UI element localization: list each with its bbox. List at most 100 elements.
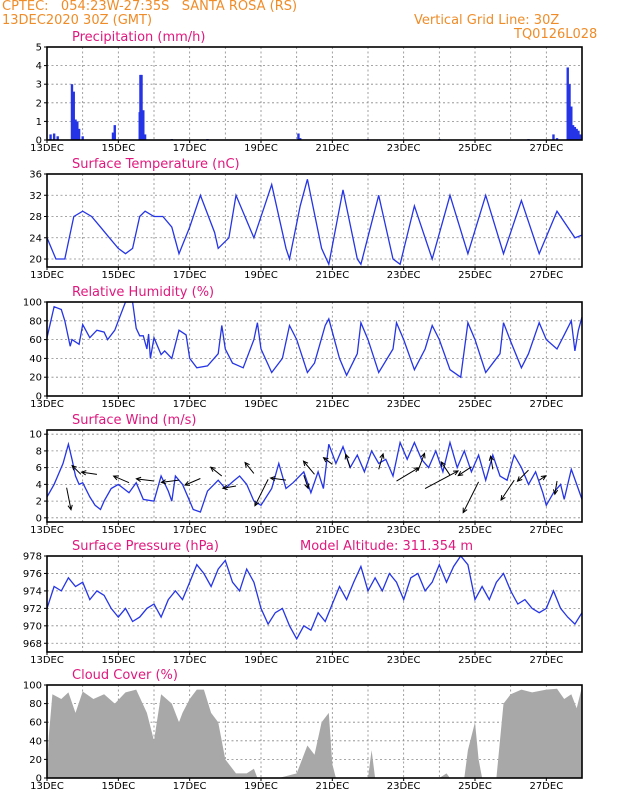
- precip-bar: [571, 125, 575, 140]
- wind-vector: [517, 469, 529, 482]
- pressure-xtick-label: 21DEC: [315, 655, 349, 666]
- precip-bar: [81, 136, 84, 140]
- wind-vector: [244, 462, 255, 474]
- precip-bar: [579, 134, 582, 140]
- rh-xtick-label: 23DEC: [387, 399, 421, 410]
- wind-vector-head: [440, 461, 446, 467]
- cloud-ytick-label: 40: [29, 736, 42, 747]
- wind-vector-head: [420, 452, 426, 459]
- temp-title: Surface Temperature (nC): [72, 157, 240, 172]
- precip-bar: [575, 128, 578, 140]
- wind-vector-head: [269, 475, 276, 482]
- precip-bar: [70, 84, 74, 140]
- wind-vector-head: [302, 460, 309, 467]
- temp-ytick-label: 20: [29, 255, 42, 266]
- rh-ytick-label: 20: [29, 373, 42, 384]
- precip-bar: [77, 128, 81, 140]
- precip-bar: [143, 134, 147, 140]
- wind-xtick-label: 19DEC: [244, 525, 278, 536]
- precip-bar: [111, 132, 115, 140]
- wind-ytick-label: 6: [36, 463, 42, 474]
- precip-bar: [555, 138, 559, 140]
- wind-xtick-label: 17DEC: [173, 525, 207, 536]
- temp-series-line: [46, 179, 583, 267]
- wind-vector: [184, 478, 201, 486]
- precip-ytick-label: 4: [36, 61, 42, 72]
- precip-xtick-label: 17DEC: [173, 143, 207, 154]
- pressure-ytick-label: 968: [23, 639, 42, 650]
- wind-xtick-label: 15DEC: [101, 525, 135, 536]
- wind-vector: [417, 453, 426, 472]
- wind-vector-head: [183, 481, 190, 486]
- wind-vector: [222, 485, 237, 489]
- wind-xtick-label: 25DEC: [458, 525, 492, 536]
- temp-xtick-label: 19DEC: [244, 270, 278, 281]
- precip-ytick-label: 5: [36, 43, 42, 54]
- cloud-title: Cloud Cover (%): [72, 668, 178, 683]
- pressure-xtick-label: 23DEC: [387, 655, 421, 666]
- wind-vector-head: [457, 471, 464, 477]
- cloud-ytick-label: 60: [29, 718, 42, 729]
- wind-vector-head: [80, 470, 87, 476]
- wind-xtick-label: 27DEC: [529, 525, 563, 536]
- wind-vector: [554, 480, 558, 495]
- precip-bar: [113, 125, 116, 140]
- pressure-ytick-label: 970: [23, 621, 42, 632]
- pressure-xtick-label: 19DEC: [244, 655, 278, 666]
- wind-frame: [46, 429, 583, 523]
- rh-series-line: [46, 301, 583, 379]
- precip-bar: [52, 133, 56, 140]
- pressure-ytick-label: 972: [23, 604, 42, 615]
- temp-xtick-label: 13DEC: [30, 270, 64, 281]
- temp-xtick-label: 27DEC: [529, 270, 563, 281]
- wind-vector-head: [500, 494, 506, 501]
- wind-vector-head: [221, 484, 228, 491]
- wind-vector-head: [112, 475, 119, 481]
- pressure-xtick-label: 27DEC: [529, 655, 563, 666]
- temp-xtick-label: 15DEC: [101, 270, 135, 281]
- rh-ytick-label: 100: [23, 298, 42, 309]
- wind-vector: [210, 466, 223, 477]
- precip-bar: [568, 84, 571, 140]
- wind-vector-head: [453, 470, 460, 476]
- precip-bar: [72, 91, 75, 140]
- wind-vector: [490, 456, 494, 470]
- precip-xtick-label: 21DEC: [315, 143, 349, 154]
- pressure-ytick-label: 976: [23, 569, 42, 580]
- temp-ytick-label: 32: [29, 191, 42, 202]
- cloud-ytick-label: 80: [29, 699, 42, 710]
- wind-vector: [378, 453, 384, 470]
- wind-vector: [303, 475, 309, 489]
- precip-xtick-label: 15DEC: [101, 143, 135, 154]
- pressure-series-line: [46, 554, 583, 641]
- wind-vector: [136, 478, 155, 482]
- rh-xtick-label: 21DEC: [315, 399, 349, 410]
- wind-vector: [323, 457, 333, 465]
- wind-ytick-label: 10: [29, 430, 42, 441]
- wind-vector-head: [552, 489, 559, 496]
- wind-xtick-label: 21DEC: [315, 525, 349, 536]
- wind-vector-head: [462, 507, 468, 514]
- wind-vector: [71, 465, 82, 475]
- rh-title: Relative Humidity (%): [72, 285, 214, 300]
- wind-ytick-label: 2: [36, 497, 42, 508]
- rh-xtick-label: 13DEC: [30, 399, 64, 410]
- precip-xtick-label: 27DEC: [529, 143, 563, 154]
- pressure-xtick-label: 17DEC: [173, 655, 207, 666]
- rh-xtick-label: 15DEC: [101, 399, 135, 410]
- pressure-xtick-label: 13DEC: [30, 655, 64, 666]
- wind-vector: [457, 466, 472, 477]
- wind-vector-head: [67, 504, 73, 511]
- precip-ytick-label: 0: [36, 136, 42, 147]
- wind-vector-head: [244, 461, 250, 468]
- wind-vector: [270, 477, 287, 481]
- precip-ytick-label: 3: [36, 80, 42, 91]
- header-station: CPTEC: 054:23W-27:35S SANTA ROSA (RS): [2, 0, 298, 14]
- pressure-xtick-label: 25DEC: [458, 655, 492, 666]
- wind-vector: [396, 467, 419, 482]
- cloud-ytick-label: 0: [36, 774, 42, 785]
- rh-ytick-label: 60: [29, 335, 42, 346]
- rh-xtick-label: 17DEC: [173, 399, 207, 410]
- rh-ytick-label: 40: [29, 354, 42, 365]
